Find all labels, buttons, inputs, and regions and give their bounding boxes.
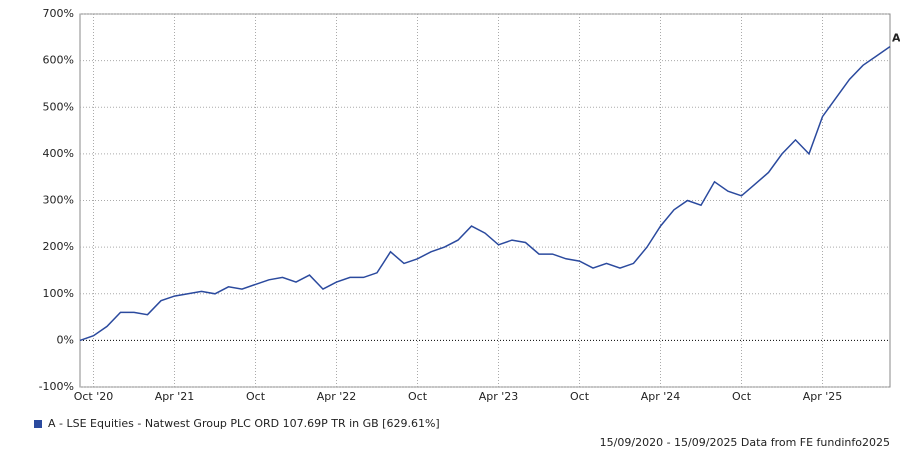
y-tick-label: 300%: [43, 194, 74, 207]
x-tick-label: Apr '22: [317, 390, 357, 403]
line: [79, 45, 891, 342]
legend-swatch: [34, 420, 42, 428]
x-tick-label: Oct '20: [74, 390, 114, 403]
y-tick-label: 500%: [43, 100, 74, 113]
y-tick-label: 0%: [57, 333, 74, 346]
footer: 15/09/2020 - 15/09/2025 Data from FE fun…: [600, 436, 890, 449]
x-tick-label: Oct: [246, 390, 266, 403]
y-tick-label: 100%: [43, 287, 74, 300]
x-tick-label: Oct: [570, 390, 590, 403]
x-tick-label: Oct: [732, 390, 752, 403]
x-tick-label: Apr '24: [641, 390, 681, 403]
y-tick-label: 600%: [43, 54, 74, 67]
end-marker: A: [892, 32, 900, 45]
x-tick-label: Oct: [408, 390, 428, 403]
x-tick-label: Apr '21: [155, 390, 195, 403]
x-tick-label: Apr '25: [803, 390, 843, 403]
y-tick-label: -100%: [39, 380, 74, 393]
legend-label: A - LSE Equities - Natwest Group PLC ORD…: [48, 417, 440, 430]
y-tick-label: 200%: [43, 240, 74, 253]
x-tick-label: Apr '23: [479, 390, 519, 403]
y-tick-label: 400%: [43, 147, 74, 160]
y-tick-label: 700%: [43, 7, 74, 20]
